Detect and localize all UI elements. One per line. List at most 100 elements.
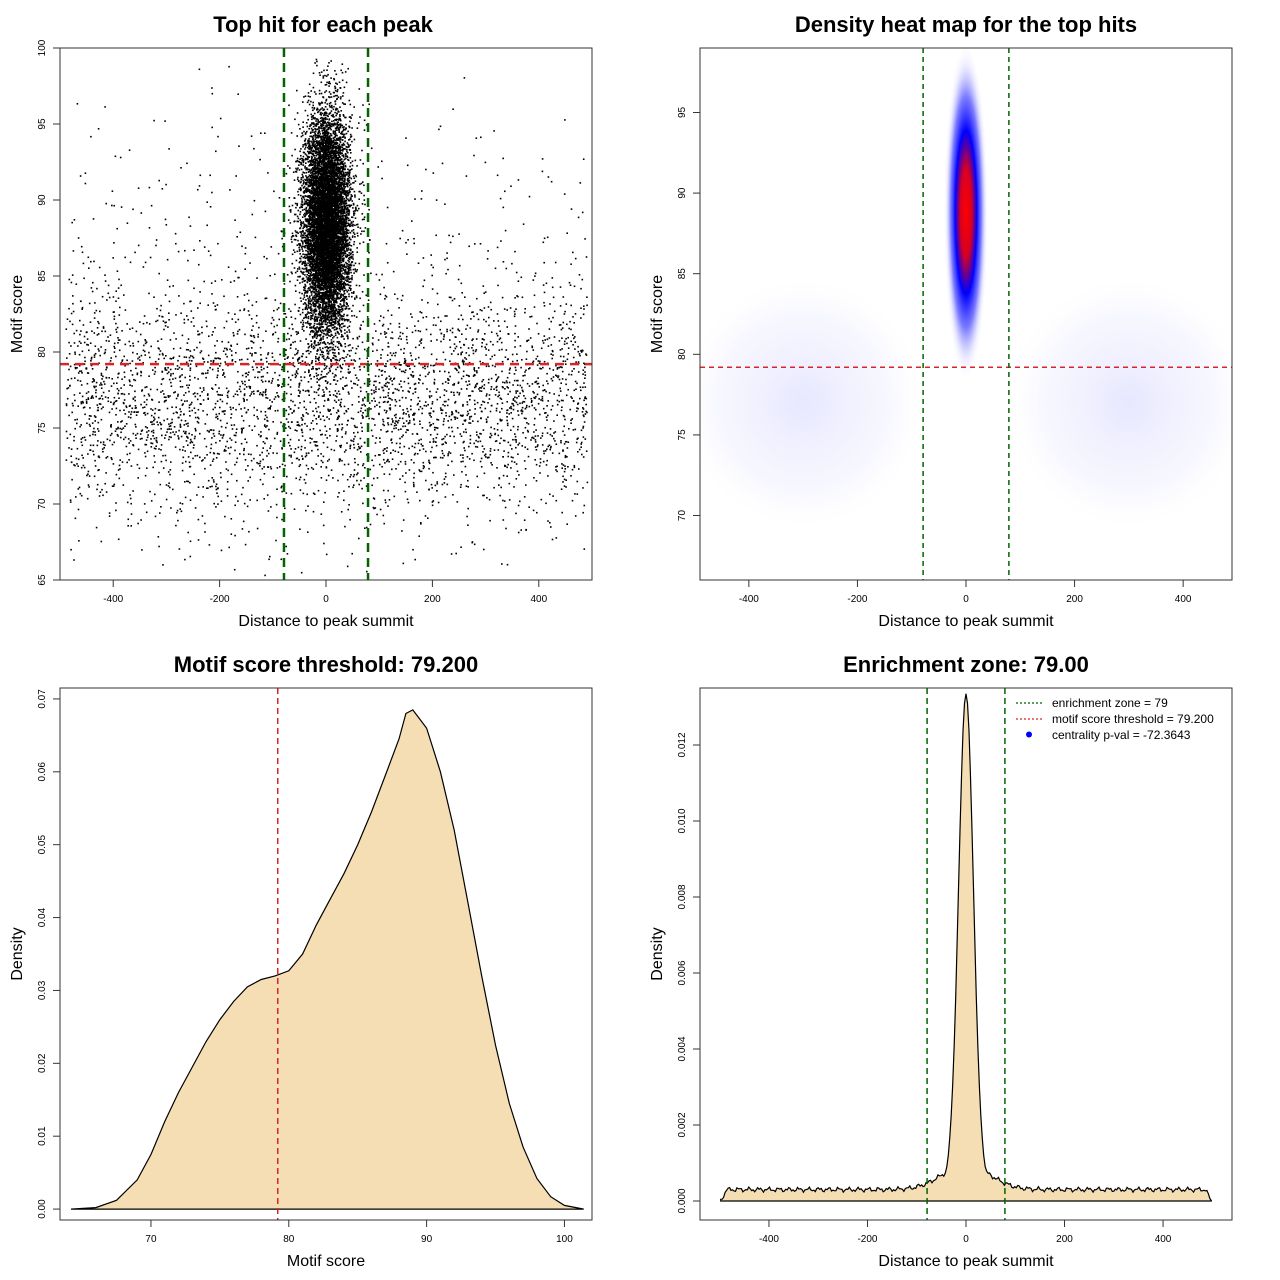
data-point	[313, 131, 316, 133]
data-point	[355, 270, 358, 273]
data-point	[304, 148, 306, 150]
data-point	[327, 65, 329, 67]
data-point	[297, 349, 299, 352]
data-point	[307, 343, 309, 345]
data-point	[332, 340, 335, 343]
data-point	[316, 165, 318, 168]
data-point	[336, 227, 339, 229]
data-point	[338, 187, 340, 190]
data-point	[307, 311, 309, 313]
data-point	[329, 151, 331, 154]
data-point	[315, 122, 318, 125]
data-point	[343, 232, 346, 235]
data-point	[316, 253, 319, 255]
data-point	[312, 282, 315, 284]
data-point	[325, 90, 328, 92]
data-point	[348, 99, 351, 102]
data-point	[312, 206, 314, 209]
data-point	[355, 208, 357, 210]
data-point	[345, 266, 347, 268]
data-point	[312, 125, 315, 128]
data-point	[342, 142, 345, 145]
data-point	[296, 112, 299, 114]
data-point	[298, 268, 301, 270]
data-point	[336, 380, 339, 382]
data-point	[329, 133, 332, 135]
data-point	[368, 103, 370, 106]
data-point	[318, 176, 321, 179]
data-point	[318, 140, 321, 142]
data-point	[346, 280, 348, 282]
data-point	[297, 232, 299, 235]
data-point	[334, 70, 336, 72]
data-point	[346, 254, 349, 256]
data-point	[299, 150, 301, 153]
data-point	[321, 323, 324, 325]
data-point	[318, 190, 321, 193]
data-point	[314, 297, 316, 299]
data-point	[343, 144, 346, 146]
data-point	[309, 242, 311, 245]
data-point	[326, 121, 329, 124]
data-point	[323, 164, 326, 167]
data-point	[330, 176, 332, 178]
data-point	[348, 261, 350, 263]
data-point	[315, 288, 317, 291]
data-point	[351, 140, 353, 143]
data-point	[345, 199, 348, 202]
data-point	[325, 290, 327, 293]
data-point	[338, 117, 341, 120]
data-point	[354, 262, 357, 265]
data-point	[333, 348, 336, 351]
data-point	[323, 271, 326, 273]
data-point	[310, 258, 313, 261]
data-point	[347, 247, 350, 250]
data-point	[316, 277, 318, 279]
data-point	[316, 222, 318, 224]
data-point	[301, 199, 303, 201]
data-point	[331, 303, 333, 305]
data-point	[340, 318, 343, 320]
data-point	[356, 209, 359, 212]
data-point	[334, 130, 336, 133]
data-point	[313, 279, 316, 282]
data-point	[339, 282, 341, 285]
data-point	[341, 333, 343, 336]
data-point	[303, 317, 305, 319]
data-point	[324, 148, 326, 151]
data-point	[345, 220, 348, 223]
data-point	[330, 60, 332, 62]
data-point	[302, 134, 304, 137]
data-point	[302, 221, 305, 223]
data-point	[309, 176, 312, 178]
data-point	[309, 198, 312, 201]
data-point	[297, 268, 299, 270]
data-point	[303, 268, 305, 270]
data-point	[309, 273, 312, 275]
data-point	[307, 223, 310, 225]
data-point	[313, 335, 316, 337]
data-point	[324, 121, 326, 123]
data-point	[323, 333, 326, 335]
data-point	[310, 168, 313, 170]
data-point	[345, 205, 348, 207]
data-point	[332, 284, 334, 287]
data-point	[311, 144, 313, 147]
data-point	[298, 169, 301, 171]
data-point	[317, 262, 319, 265]
data-point	[351, 114, 353, 116]
data-point	[342, 335, 344, 338]
data-point	[346, 171, 348, 174]
data-point	[311, 256, 313, 259]
data-point	[343, 281, 345, 283]
data-point	[310, 344, 313, 347]
data-point	[315, 270, 318, 272]
data-point	[332, 261, 335, 264]
data-point	[336, 248, 338, 251]
data-point	[336, 366, 339, 369]
data-point	[350, 288, 352, 290]
data-point	[325, 317, 327, 320]
data-point	[343, 191, 345, 193]
data-point	[354, 196, 356, 198]
data-point	[348, 263, 350, 266]
